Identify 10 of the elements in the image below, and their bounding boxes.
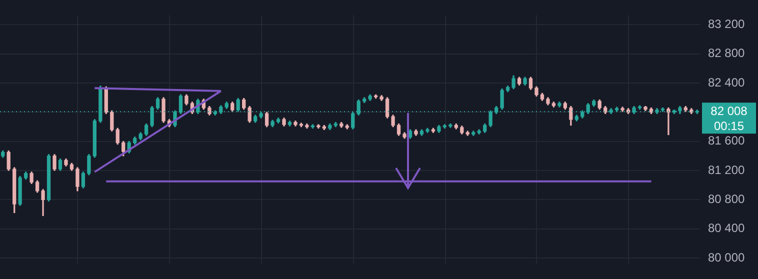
ref-line-label: 82 008: [710, 104, 748, 118]
y-tick-label: 80 000: [708, 250, 746, 264]
y-tick-label: 80 800: [708, 192, 746, 206]
y-tick-label: 81 200: [708, 162, 746, 177]
text: 00:15: [714, 118, 744, 133]
y-tick-label: 83 200: [708, 16, 746, 31]
y-tick-label: 80 400: [708, 221, 746, 236]
y-tick-label: 82 400: [708, 75, 746, 90]
y-tick-label: 82 800: [708, 46, 746, 60]
y-tick-label: 81 600: [708, 134, 746, 148]
